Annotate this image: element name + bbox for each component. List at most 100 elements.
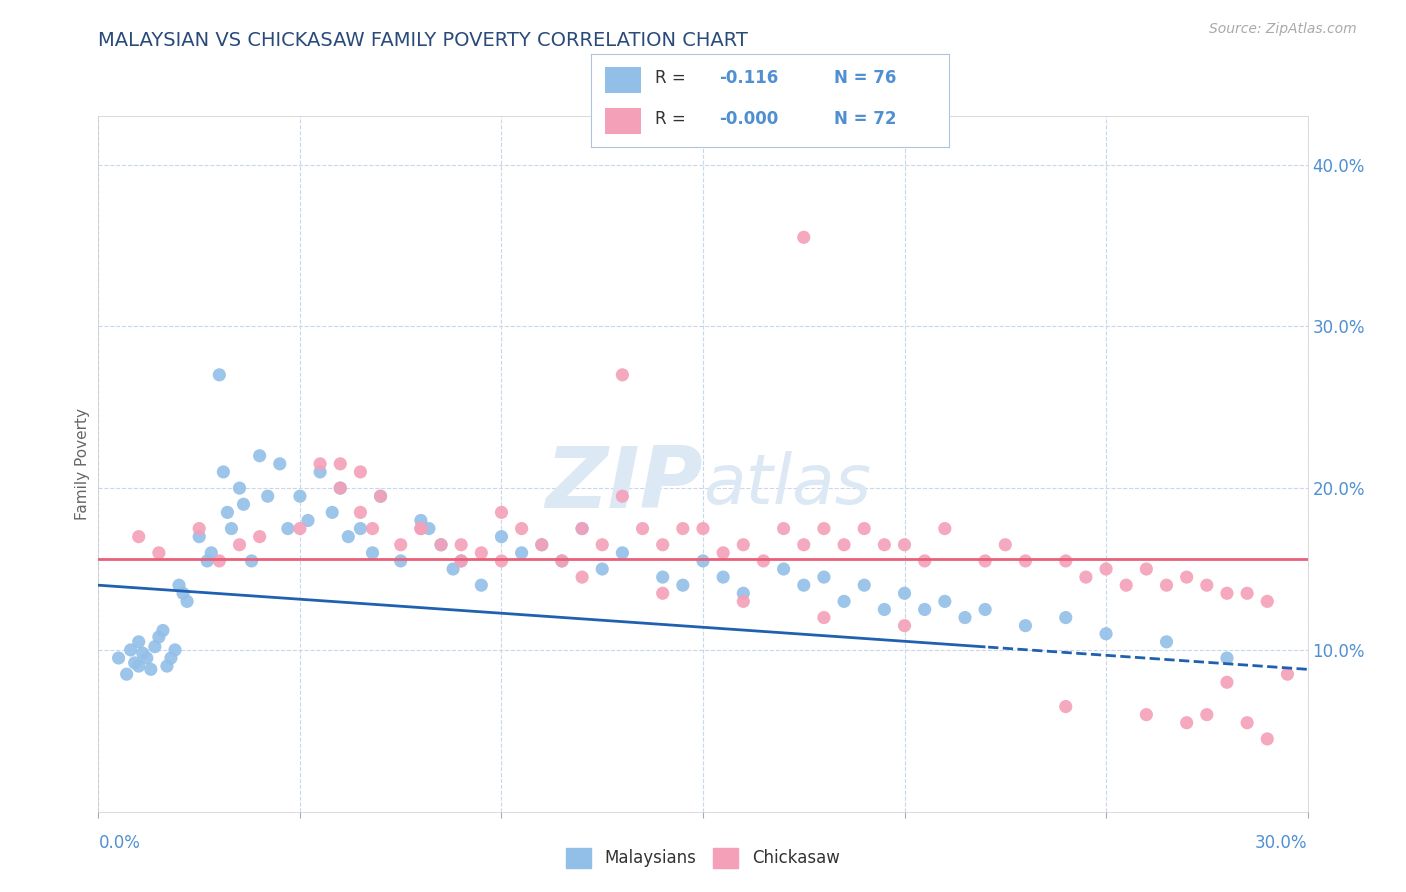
Point: [813, 522, 835, 536]
Point: [733, 586, 755, 600]
Point: [269, 457, 291, 471]
Point: [733, 594, 755, 608]
Point: [430, 538, 453, 552]
Point: [156, 659, 179, 673]
Point: [152, 624, 174, 638]
Point: [188, 530, 211, 544]
Point: [733, 538, 755, 552]
Point: [148, 630, 170, 644]
Text: -0.116: -0.116: [720, 69, 779, 87]
Point: [409, 513, 432, 527]
Text: 30.0%: 30.0%: [1256, 834, 1308, 852]
Point: [321, 505, 343, 519]
Point: [277, 522, 299, 536]
Point: [370, 489, 392, 503]
Point: [135, 651, 157, 665]
Point: [752, 554, 775, 568]
Point: [143, 640, 166, 654]
Point: [551, 554, 574, 568]
Point: [591, 538, 613, 552]
Point: [249, 530, 271, 544]
Point: [124, 656, 146, 670]
Point: [288, 489, 311, 503]
Point: [208, 368, 231, 382]
Point: [914, 602, 936, 616]
Point: [128, 659, 150, 673]
Point: [409, 522, 432, 536]
Point: [107, 651, 129, 665]
Point: [349, 505, 371, 519]
Text: N = 76: N = 76: [834, 69, 897, 87]
Point: [934, 594, 956, 608]
Point: [813, 570, 835, 584]
Point: [172, 586, 194, 600]
Point: [994, 538, 1017, 552]
Point: [1236, 586, 1258, 600]
Point: [450, 538, 472, 552]
Point: [176, 594, 198, 608]
Point: [530, 538, 553, 552]
Point: [208, 554, 231, 568]
Point: [832, 594, 855, 608]
Point: [832, 538, 855, 552]
Point: [1095, 626, 1118, 640]
Point: [195, 554, 218, 568]
Point: [249, 449, 271, 463]
Point: [612, 489, 634, 503]
Point: [772, 522, 794, 536]
Point: [1195, 707, 1218, 722]
Point: [591, 562, 613, 576]
Point: [1135, 707, 1157, 722]
Point: [441, 562, 464, 576]
Point: [692, 522, 714, 536]
Point: [491, 505, 513, 519]
Point: [1014, 618, 1036, 632]
Point: [1054, 699, 1077, 714]
Point: [1054, 610, 1077, 624]
Point: [297, 513, 319, 527]
Point: [491, 554, 513, 568]
Point: [232, 497, 254, 511]
Text: R =: R =: [655, 110, 692, 128]
Point: [1216, 586, 1239, 600]
Point: [853, 578, 876, 592]
Point: [361, 522, 384, 536]
Point: [256, 489, 278, 503]
Text: Source: ZipAtlas.com: Source: ZipAtlas.com: [1209, 22, 1357, 37]
Point: [672, 522, 695, 536]
Point: [120, 643, 142, 657]
Point: [1236, 715, 1258, 730]
Point: [470, 578, 492, 592]
Point: [934, 522, 956, 536]
Point: [1175, 715, 1198, 730]
Point: [1175, 570, 1198, 584]
Point: [711, 570, 734, 584]
Point: [612, 546, 634, 560]
Point: [167, 578, 190, 592]
Point: [240, 554, 263, 568]
Point: [200, 546, 222, 560]
Point: [148, 546, 170, 560]
Text: R =: R =: [655, 69, 692, 87]
Point: [329, 481, 352, 495]
Point: [1216, 675, 1239, 690]
Point: [651, 538, 673, 552]
Point: [873, 538, 896, 552]
Point: [672, 578, 695, 592]
Point: [163, 643, 186, 657]
Point: [470, 546, 492, 560]
Point: [571, 522, 593, 536]
Point: [510, 522, 533, 536]
Point: [551, 554, 574, 568]
Point: [309, 465, 332, 479]
FancyBboxPatch shape: [605, 67, 641, 93]
Text: -0.000: -0.000: [720, 110, 779, 128]
Point: [1156, 578, 1178, 592]
Point: [288, 522, 311, 536]
Point: [651, 570, 673, 584]
Point: [212, 465, 235, 479]
Point: [893, 586, 915, 600]
Point: [1156, 635, 1178, 649]
Point: [1095, 562, 1118, 576]
Point: [793, 538, 815, 552]
